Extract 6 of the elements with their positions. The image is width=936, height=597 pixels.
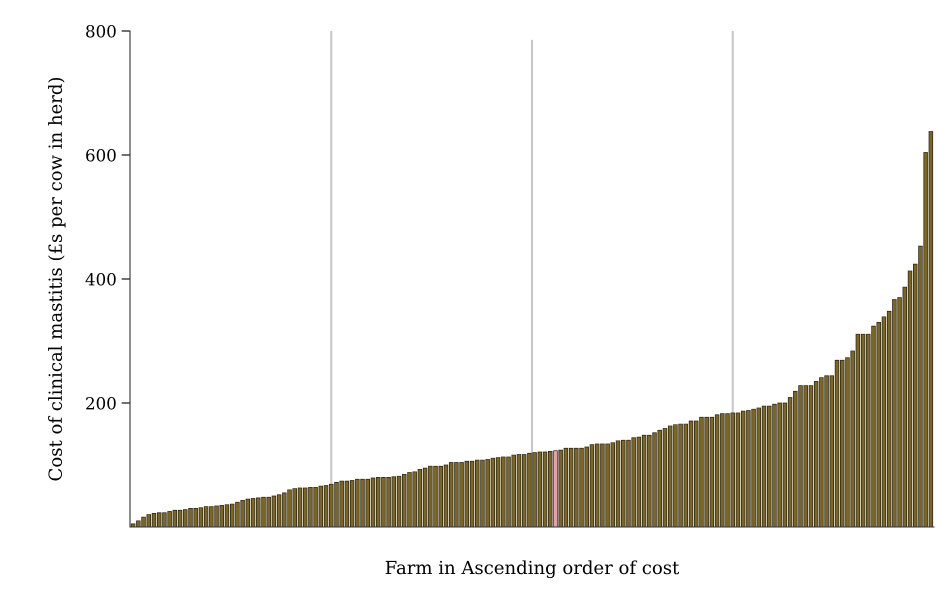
y-tick-label: 800 — [86, 24, 116, 38]
y-axis-title: Cost of clinical mastitis (£s per cow in herd) — [48, 78, 66, 480]
y-tick-label: 200 — [86, 396, 116, 410]
x-axis-title: Farm in Ascending order of cost — [386, 560, 680, 578]
y-tick-label: 600 — [86, 148, 116, 162]
y-tick-label: 400 — [86, 272, 116, 286]
